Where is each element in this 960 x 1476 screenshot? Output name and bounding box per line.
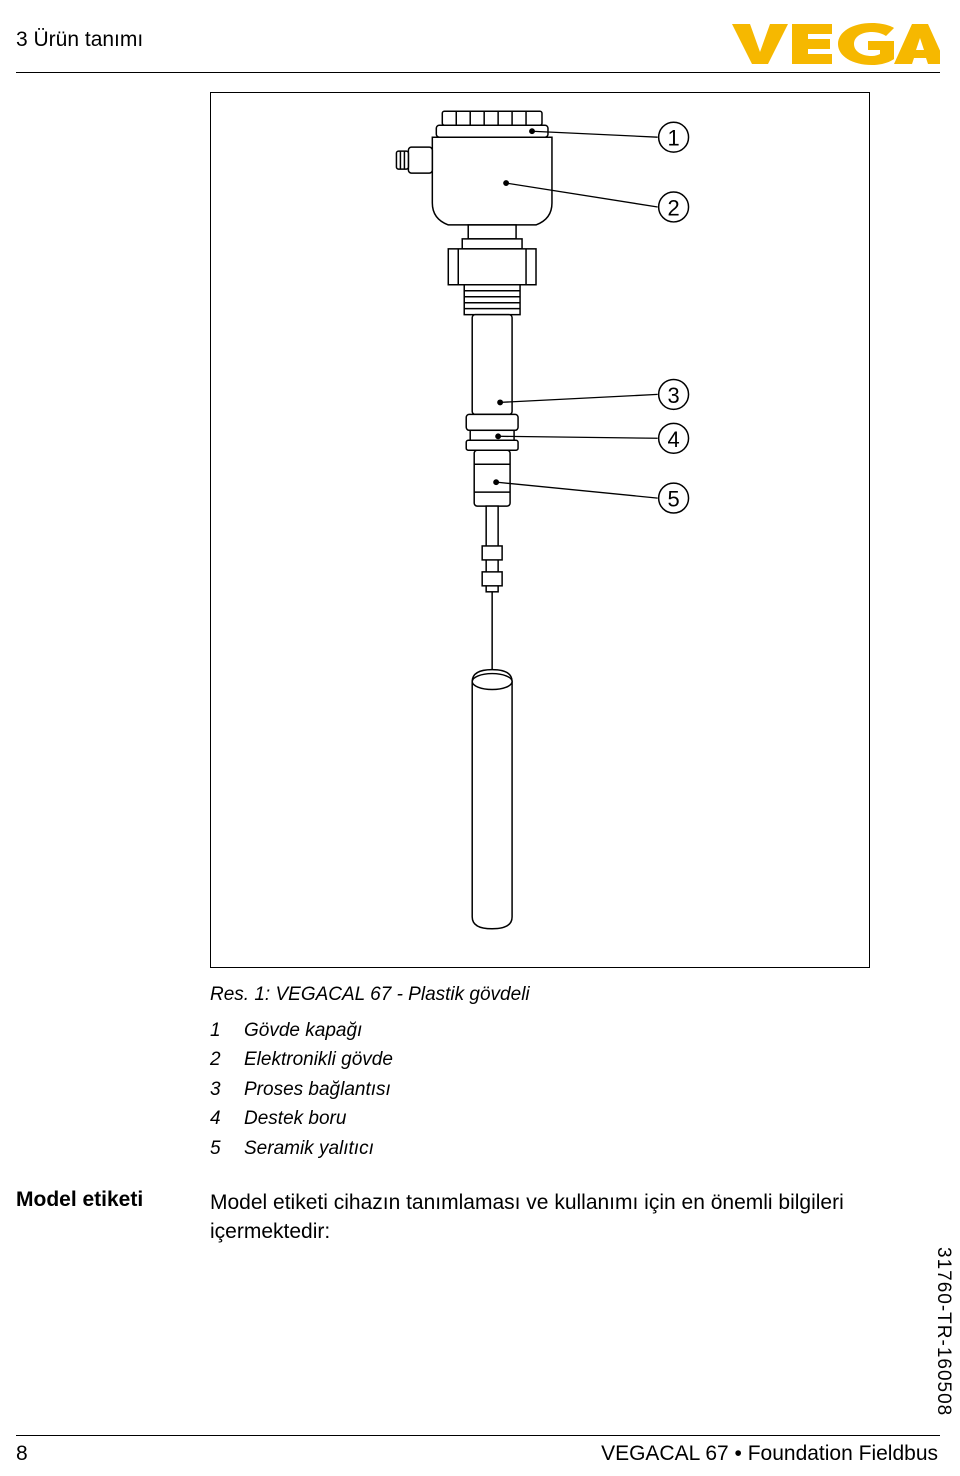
figure-box: 1 2 3 4 5: [210, 92, 870, 968]
legend-row: 2 Elektronikli gövde: [210, 1045, 393, 1074]
model-etiketi-label: Model etiketi: [16, 1188, 143, 1212]
legend-num: 1: [210, 1016, 244, 1045]
figure-legend: 1 Gövde kapağı 2 Elektronikli gövde 3 Pr…: [210, 1016, 393, 1163]
callout-2: 2: [667, 195, 679, 220]
legend-text: Elektronikli gövde: [244, 1045, 393, 1074]
legend-text: Gövde kapağı: [244, 1016, 362, 1045]
legend-num: 4: [210, 1104, 244, 1133]
callout-1: 1: [667, 126, 679, 151]
legend-num: 2: [210, 1045, 244, 1074]
legend-num: 5: [210, 1134, 244, 1163]
page-number: 8: [16, 1442, 28, 1466]
legend-row: 4 Destek boru: [210, 1104, 393, 1133]
legend-num: 3: [210, 1075, 244, 1104]
legend-row: 5 Seramik yalıtıcı: [210, 1134, 393, 1163]
legend-row: 3 Proses bağlantısı: [210, 1075, 393, 1104]
section-title: 3 Ürün tanımı: [16, 28, 143, 52]
footer-rule: [16, 1435, 940, 1436]
legend-text: Proses bağlantısı: [244, 1075, 391, 1104]
device-diagram: 1 2 3 4 5: [211, 93, 869, 967]
callout-3: 3: [667, 383, 679, 408]
callout-4: 4: [667, 427, 679, 452]
callout-5: 5: [667, 487, 679, 512]
document-code: 31760-TR-160508: [932, 1247, 954, 1416]
legend-row: 1 Gövde kapağı: [210, 1016, 393, 1045]
brand-logo: [730, 18, 940, 71]
figure-caption: Res. 1: VEGACAL 67 - Plastik gövdeli: [210, 984, 530, 1006]
model-etiketi-text: Model etiketi cihazın tanımlaması ve kul…: [210, 1188, 920, 1247]
legend-text: Seramik yalıtıcı: [244, 1134, 374, 1163]
footer-product: VEGACAL 67 • Foundation Fieldbus: [601, 1442, 938, 1466]
legend-text: Destek boru: [244, 1104, 346, 1133]
page-header: 3 Ürün tanımı: [0, 18, 960, 78]
header-rule: [16, 72, 940, 73]
